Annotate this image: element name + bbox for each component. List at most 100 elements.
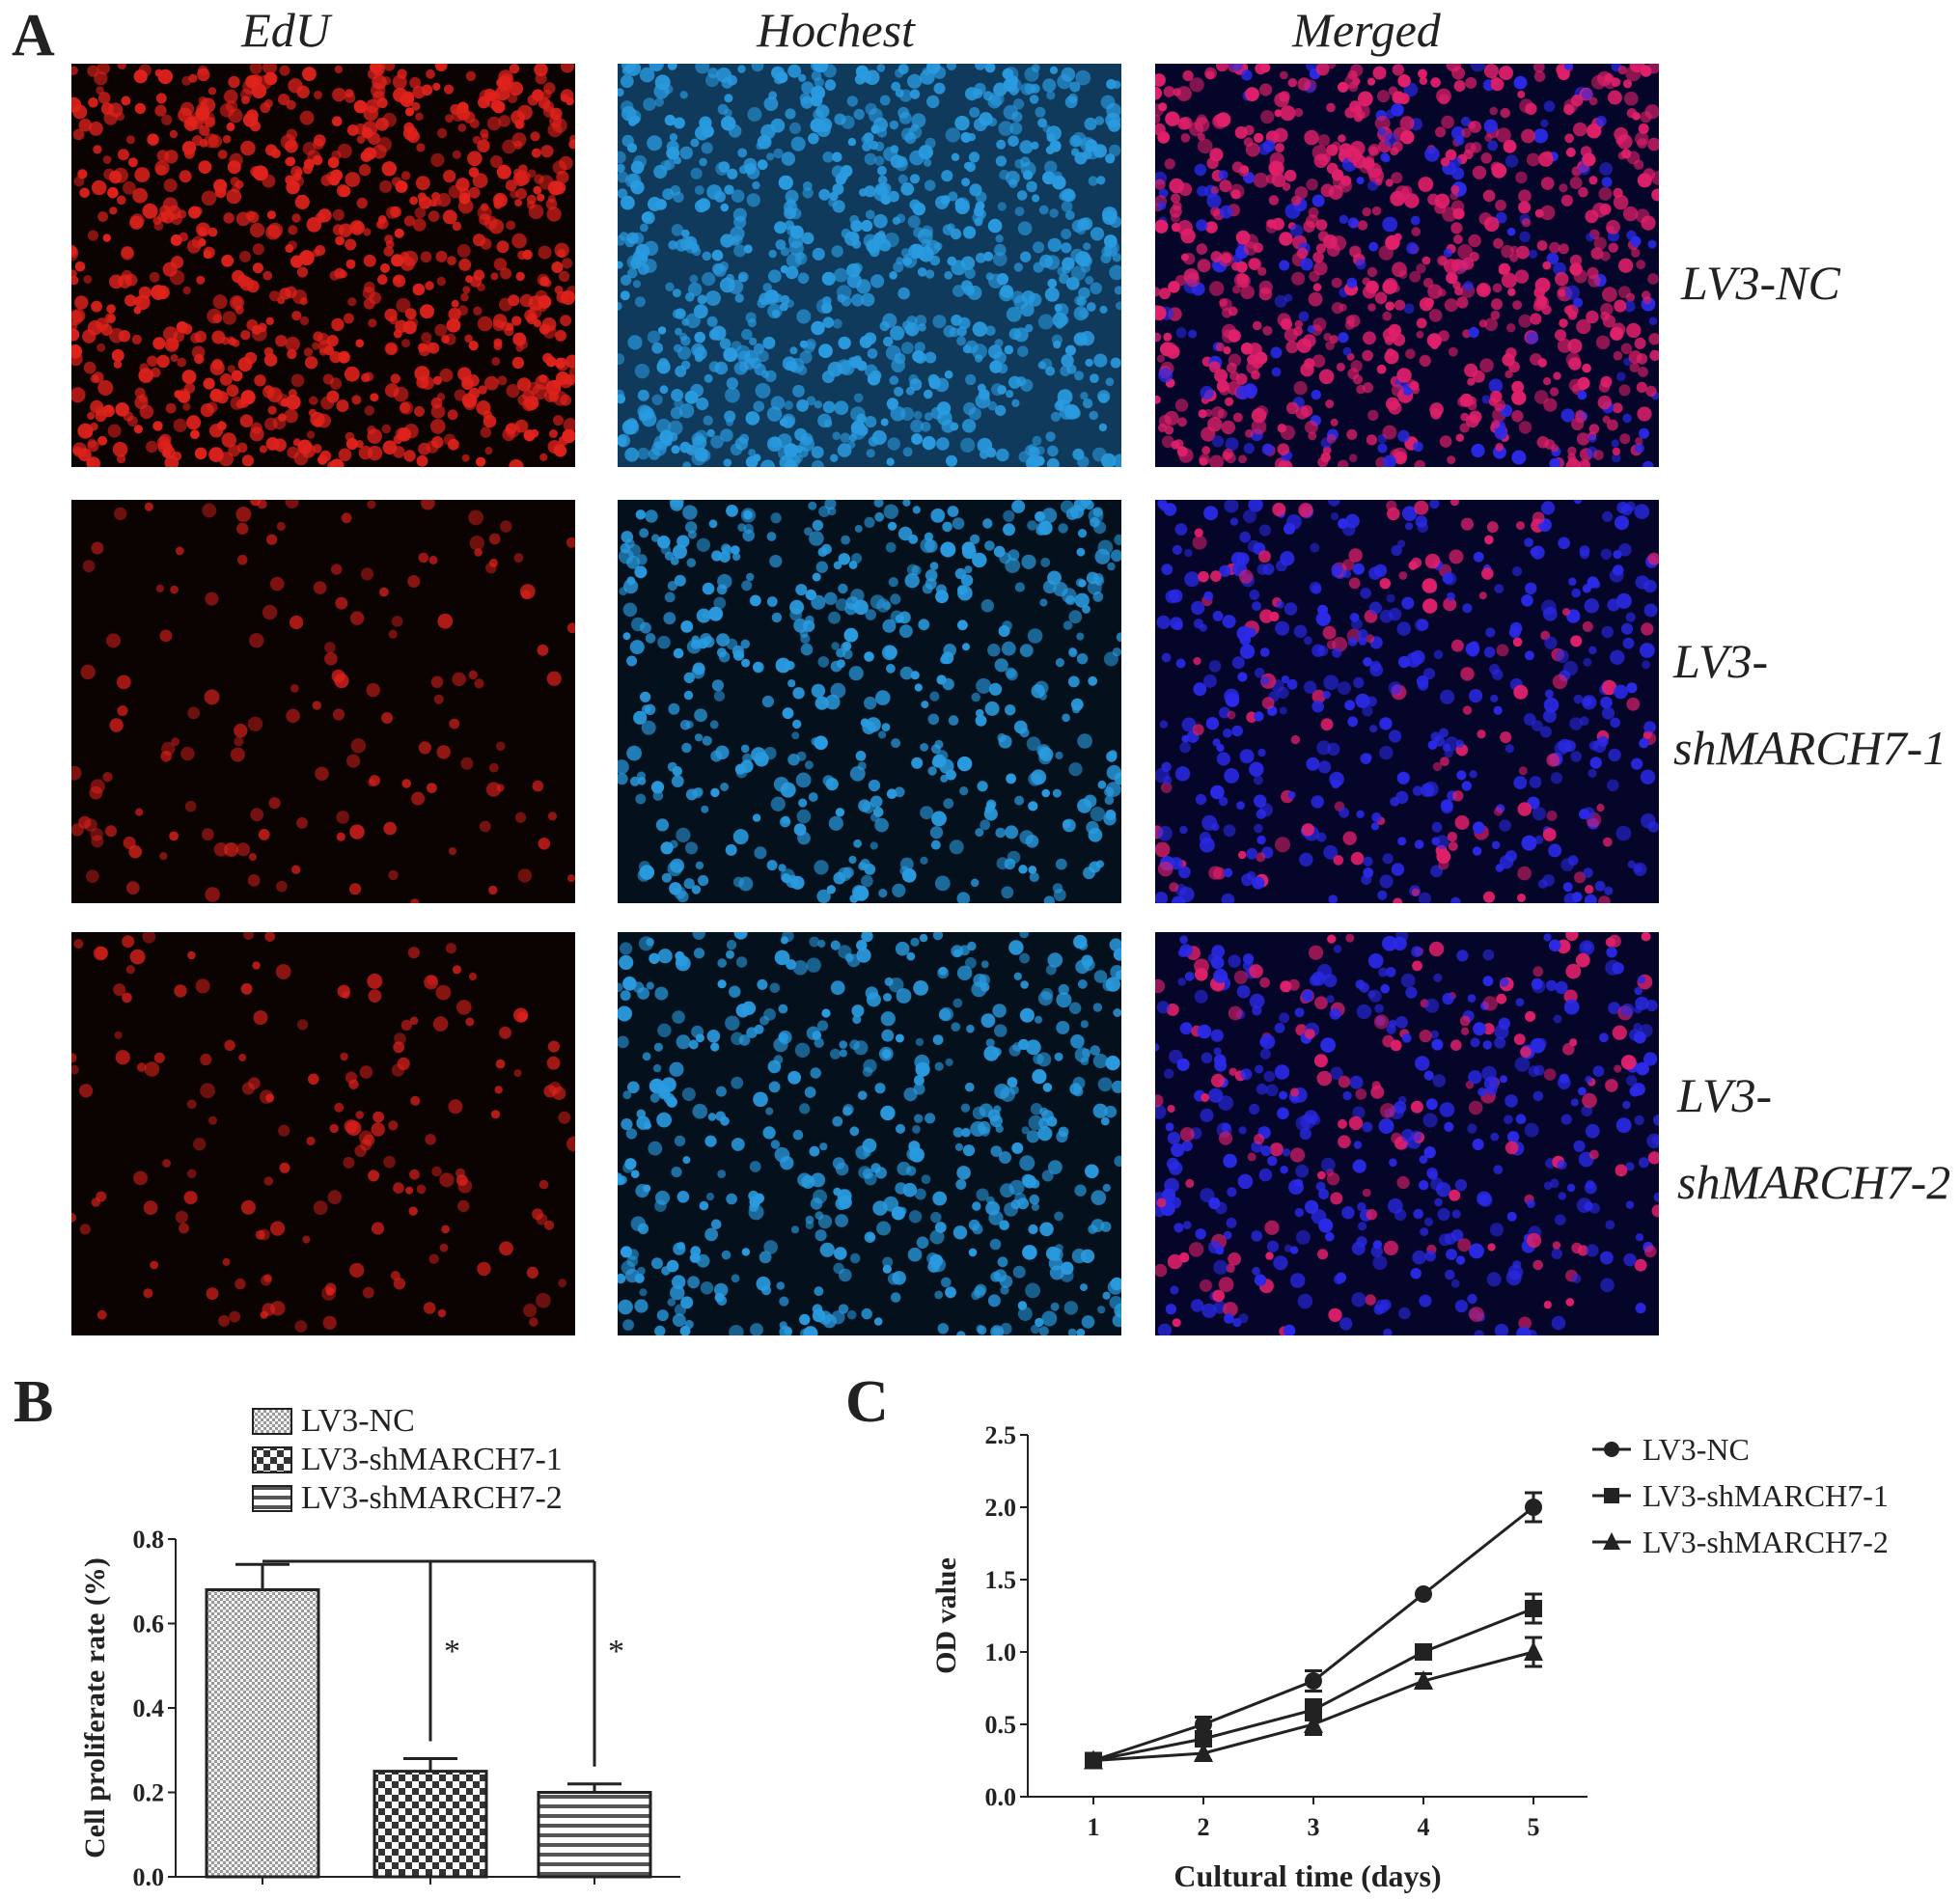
nucleus bbox=[754, 1024, 764, 1034]
nucleus bbox=[1496, 127, 1511, 143]
nucleus bbox=[1164, 158, 1175, 170]
nucleus bbox=[1568, 357, 1582, 371]
nucleus bbox=[956, 965, 973, 980]
nucleus bbox=[965, 373, 977, 386]
nucleus bbox=[808, 792, 818, 802]
nucleus bbox=[1209, 281, 1225, 296]
nucleus bbox=[1622, 413, 1632, 424]
nucleus bbox=[1525, 1010, 1536, 1022]
nucleus bbox=[1338, 459, 1349, 467]
nucleus bbox=[1209, 454, 1225, 467]
nucleus bbox=[414, 405, 425, 417]
nucleus bbox=[1288, 1179, 1304, 1196]
nucleus bbox=[1397, 93, 1410, 105]
nucleus bbox=[1184, 571, 1201, 588]
nucleus bbox=[1289, 1147, 1306, 1163]
nucleus bbox=[213, 842, 229, 857]
nucleus bbox=[418, 344, 430, 357]
nucleus bbox=[1221, 893, 1235, 903]
column-header-edu: EdU bbox=[241, 3, 330, 57]
nucleus bbox=[1047, 237, 1062, 253]
nucleus bbox=[1629, 1029, 1642, 1041]
nucleus bbox=[1634, 443, 1644, 454]
nucleus bbox=[690, 639, 701, 649]
nucleus bbox=[1053, 171, 1063, 181]
nucleus bbox=[117, 195, 126, 206]
nucleus bbox=[1499, 819, 1511, 832]
nucleus bbox=[232, 339, 240, 347]
nucleus bbox=[1467, 1123, 1477, 1134]
nucleus bbox=[1491, 298, 1503, 311]
nucleus bbox=[476, 456, 486, 467]
nucleus bbox=[672, 289, 681, 298]
nucleus bbox=[409, 196, 418, 206]
nucleus bbox=[1033, 241, 1045, 254]
nucleus bbox=[836, 659, 845, 669]
nucleus bbox=[1518, 1316, 1532, 1331]
nucleus bbox=[1019, 932, 1029, 939]
nucleus bbox=[627, 543, 642, 558]
nucleus bbox=[1035, 106, 1046, 118]
nucleus bbox=[240, 1199, 256, 1215]
nucleus bbox=[970, 878, 980, 888]
nucleus bbox=[1268, 195, 1280, 206]
nucleus bbox=[1339, 807, 1349, 818]
nucleus bbox=[1061, 354, 1074, 368]
nucleus bbox=[694, 708, 707, 723]
nucleus bbox=[136, 1062, 147, 1072]
nucleus bbox=[455, 178, 470, 192]
nucleus bbox=[1195, 793, 1207, 806]
nucleus bbox=[1009, 122, 1023, 135]
nucleus bbox=[975, 828, 984, 838]
nucleus bbox=[1443, 571, 1457, 586]
nucleus bbox=[874, 1167, 887, 1179]
nucleus bbox=[1400, 973, 1416, 988]
nucleus bbox=[1001, 886, 1014, 899]
nucleus bbox=[618, 261, 623, 269]
nucleus bbox=[1276, 560, 1287, 572]
nucleus bbox=[480, 427, 492, 438]
nucleus bbox=[1323, 844, 1339, 860]
nucleus bbox=[1075, 69, 1091, 86]
nucleus bbox=[514, 199, 523, 207]
nucleus bbox=[1184, 548, 1193, 558]
nucleus bbox=[563, 418, 575, 432]
micrograph-merged-row-3 bbox=[1155, 932, 1659, 1335]
nucleus bbox=[673, 344, 682, 353]
nucleus bbox=[181, 370, 197, 384]
nucleus bbox=[1567, 339, 1583, 354]
nucleus bbox=[1188, 1242, 1204, 1257]
nucleus bbox=[1600, 548, 1613, 560]
nucleus bbox=[1578, 459, 1591, 467]
nucleus bbox=[795, 772, 812, 788]
nucleus bbox=[1494, 1024, 1509, 1039]
nucleus bbox=[1374, 291, 1388, 305]
nucleus bbox=[1103, 812, 1117, 826]
nucleus bbox=[404, 107, 415, 117]
nucleus bbox=[1212, 114, 1228, 129]
nucleus bbox=[649, 1092, 660, 1103]
nucleus bbox=[784, 1327, 792, 1335]
nucleus bbox=[945, 127, 960, 143]
nucleus bbox=[1366, 162, 1382, 179]
nucleus bbox=[977, 781, 988, 792]
nucleus bbox=[152, 337, 166, 350]
nucleus bbox=[1531, 545, 1545, 560]
nucleus bbox=[835, 598, 848, 612]
nucleus bbox=[759, 1015, 769, 1026]
nucleus bbox=[230, 177, 240, 186]
nucleus bbox=[997, 202, 1007, 211]
nucleus bbox=[659, 385, 669, 395]
nucleus bbox=[1067, 93, 1079, 104]
nucleus bbox=[656, 1309, 669, 1322]
nucleus bbox=[929, 691, 940, 702]
nucleus bbox=[1012, 98, 1025, 110]
nucleus bbox=[704, 1135, 717, 1147]
nucleus bbox=[1052, 883, 1063, 894]
nucleus bbox=[1562, 882, 1573, 893]
nucleus bbox=[1155, 219, 1169, 234]
nucleus bbox=[1449, 500, 1459, 507]
nucleus bbox=[830, 940, 841, 950]
nucleus bbox=[1396, 771, 1410, 784]
nucleus bbox=[186, 415, 202, 430]
